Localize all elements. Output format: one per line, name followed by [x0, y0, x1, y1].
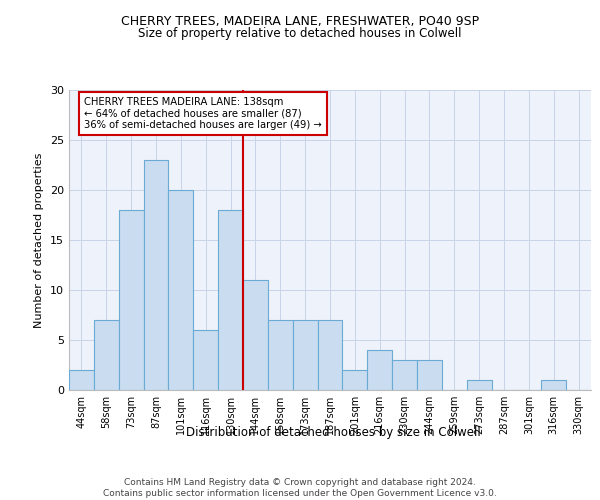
- Bar: [367, 350, 392, 390]
- Bar: [293, 320, 317, 390]
- Bar: [193, 330, 218, 390]
- Bar: [467, 380, 491, 390]
- Text: Distribution of detached houses by size in Colwell: Distribution of detached houses by size …: [185, 426, 481, 439]
- Bar: [317, 320, 343, 390]
- Bar: [94, 320, 119, 390]
- Text: CHERRY TREES MADEIRA LANE: 138sqm
← 64% of detached houses are smaller (87)
36% : CHERRY TREES MADEIRA LANE: 138sqm ← 64% …: [85, 97, 322, 130]
- Bar: [69, 370, 94, 390]
- Text: Contains HM Land Registry data © Crown copyright and database right 2024.
Contai: Contains HM Land Registry data © Crown c…: [103, 478, 497, 498]
- Text: Size of property relative to detached houses in Colwell: Size of property relative to detached ho…: [138, 28, 462, 40]
- Bar: [218, 210, 243, 390]
- Y-axis label: Number of detached properties: Number of detached properties: [34, 152, 44, 328]
- Bar: [343, 370, 367, 390]
- Bar: [169, 190, 193, 390]
- Bar: [268, 320, 293, 390]
- Bar: [243, 280, 268, 390]
- Bar: [119, 210, 143, 390]
- Bar: [417, 360, 442, 390]
- Text: CHERRY TREES, MADEIRA LANE, FRESHWATER, PO40 9SP: CHERRY TREES, MADEIRA LANE, FRESHWATER, …: [121, 15, 479, 28]
- Bar: [143, 160, 169, 390]
- Bar: [392, 360, 417, 390]
- Bar: [541, 380, 566, 390]
